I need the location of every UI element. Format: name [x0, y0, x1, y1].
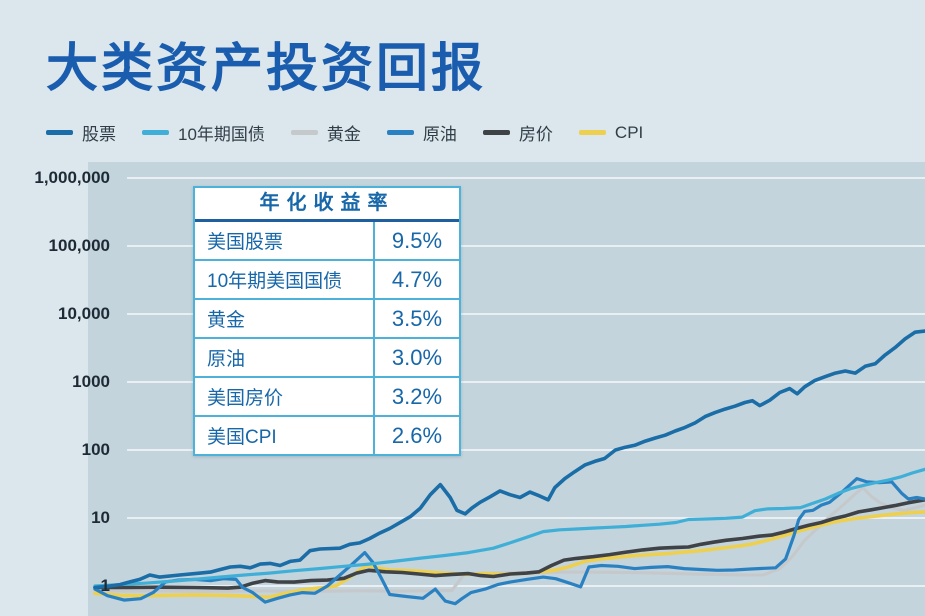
table-row: 黄金 3.5% — [195, 300, 459, 339]
legend-item-stocks: 股票 — [46, 120, 116, 145]
table-row: 美国股票 9.5% — [195, 222, 459, 261]
legend-item-housing: 房价 — [482, 120, 553, 145]
legend-item-gold: 黄金 — [290, 120, 361, 145]
return-value: 2.6% — [391, 422, 443, 448]
page-title: 大类资产投资回报 — [46, 40, 487, 98]
return-value: 9.5% — [391, 227, 443, 253]
y-axis-label: 100 — [81, 440, 110, 459]
table-title: 年化收益率 — [195, 188, 459, 222]
legend: 股票 10年期国债 黄金 原油 房价 CPI — [46, 120, 643, 145]
return-value: 4.7% — [391, 266, 443, 292]
legend-label-housing: 房价 — [518, 125, 553, 144]
asset-label: 美国CPI — [195, 417, 375, 454]
table-row: 10年期美国国债 4.7% — [195, 261, 459, 300]
legend-label-stocks: 股票 — [82, 125, 116, 144]
return-value: 3.0% — [391, 344, 443, 370]
asset-label: 美国房价 — [195, 378, 375, 415]
y-axis-label: 100,000 — [48, 236, 110, 255]
oil-line-swatch-icon — [386, 130, 414, 135]
table-row: 原油 3.0% — [195, 339, 459, 378]
return-value: 3.5% — [391, 305, 443, 331]
legend-label-cpi: CPI — [614, 122, 644, 142]
y-axis: 1,000,000 100,000 10,000 1000 100 10 1 — [0, 0, 112, 616]
return-value: 3.2% — [391, 383, 443, 409]
legend-item-treasury: 10年期国债 — [142, 120, 265, 145]
legend-item-oil: 原油 — [386, 120, 457, 145]
y-axis-label: 1000 — [72, 372, 110, 391]
legend-item-cpi: CPI — [578, 122, 644, 143]
y-axis-label: 1,000,000 — [34, 168, 110, 187]
annualized-returns-table: 年化收益率 美国股票 9.5% 10年期美国国债 4.7% 黄金 3.5% 原油… — [193, 186, 461, 456]
y-axis-label: 10 — [91, 508, 110, 527]
treasury-line-swatch-icon — [142, 130, 169, 135]
housing-line-swatch-icon — [482, 130, 510, 135]
asset-label: 原油 — [195, 339, 375, 376]
table-row: 美国房价 3.2% — [195, 378, 459, 417]
y-axis-label: 1 — [100, 576, 110, 595]
gold-line-swatch-icon — [290, 130, 318, 135]
table-row: 美国CPI 2.6% — [195, 417, 459, 454]
asset-label: 10年期美国国债 — [195, 261, 375, 298]
legend-label-gold: 黄金 — [326, 125, 361, 144]
y-axis-label: 10,000 — [58, 304, 110, 323]
asset-label: 黄金 — [195, 300, 375, 337]
legend-label-treasury: 10年期国债 — [178, 125, 265, 144]
stocks-line-swatch-icon — [46, 130, 73, 135]
asset-label: 美国股票 — [195, 222, 375, 259]
cpi-line-swatch-icon — [578, 130, 606, 135]
legend-label-oil: 原油 — [422, 125, 457, 144]
